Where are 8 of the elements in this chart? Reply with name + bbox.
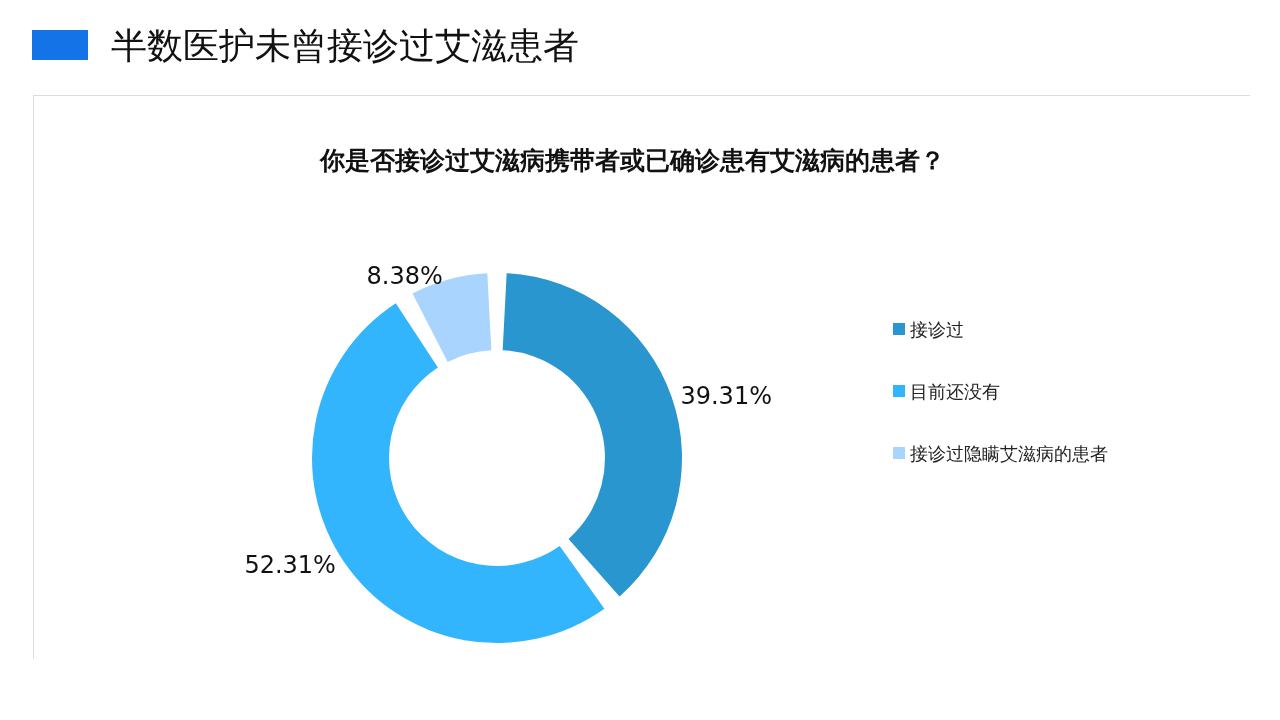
- chart-title: 半数医护未曾接诊过艾滋患者: [111, 24, 579, 66]
- legend-label: 接诊过: [910, 318, 964, 340]
- data-label: 8.38%: [366, 261, 443, 290]
- legend-label: 接诊过隐瞒艾滋病的患者: [910, 442, 1108, 464]
- data-label: 39.31%: [680, 381, 772, 410]
- chart-subtitle: 你是否接诊过艾滋病携带者或已确诊患有艾滋病的患者？: [318, 146, 945, 175]
- data-label: 52.31%: [244, 550, 336, 579]
- legend-label: 目前还没有: [910, 380, 1000, 402]
